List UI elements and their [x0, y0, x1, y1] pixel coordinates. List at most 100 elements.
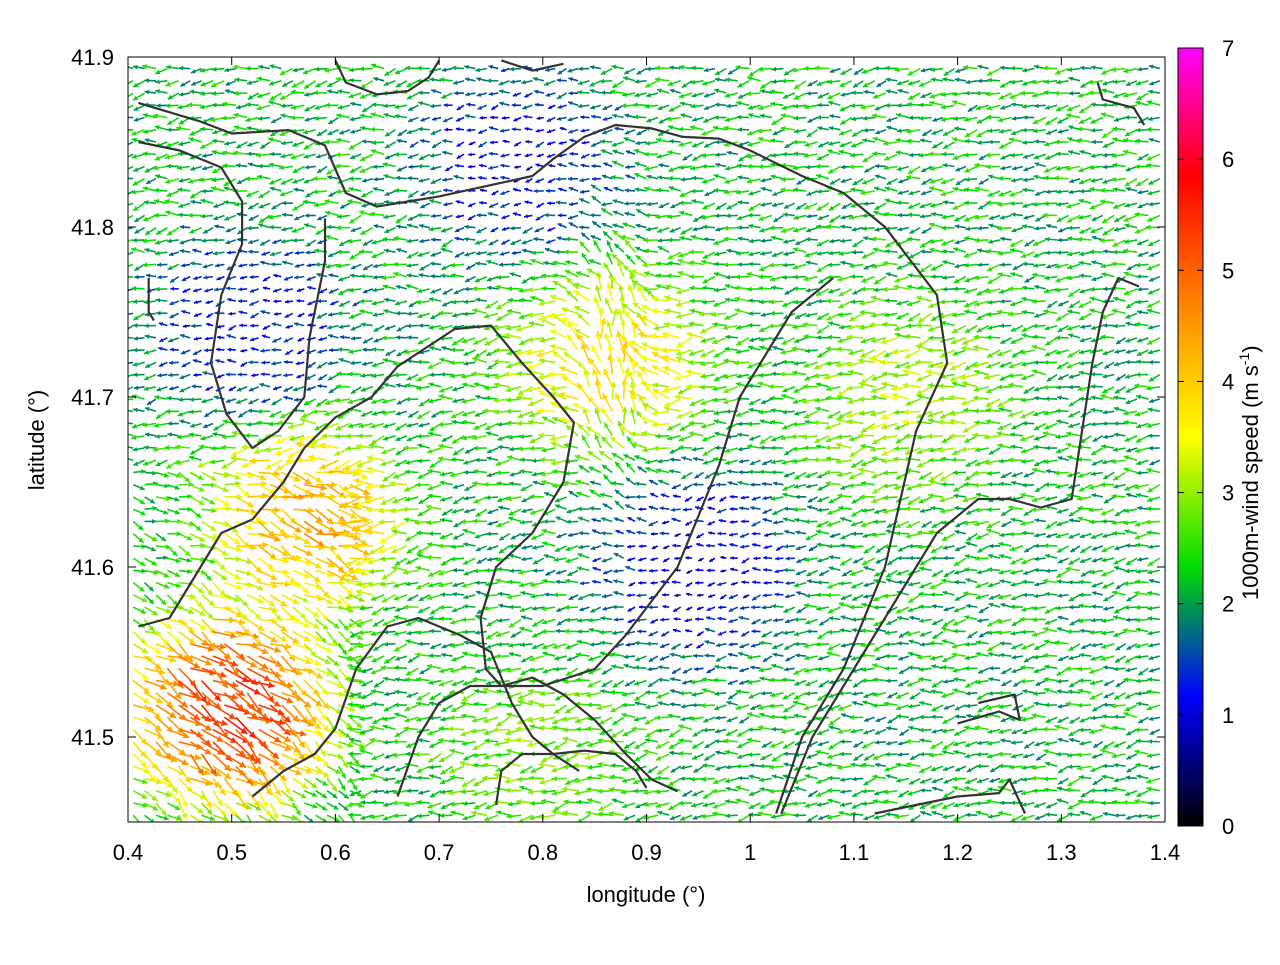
wind-vector-head	[362, 139, 366, 144]
wind-vector-head	[477, 213, 481, 217]
wind-vector-head	[313, 176, 318, 181]
wind-vector-head	[467, 128, 471, 132]
wind-vector-head	[372, 347, 377, 352]
wind-vector-head	[121, 217, 126, 222]
wind-vector-head	[121, 421, 125, 426]
wind-vector-head	[381, 262, 386, 267]
wind-vector-head	[403, 604, 408, 609]
wind-vector-head	[348, 372, 353, 377]
wind-vector-head	[473, 763, 478, 768]
wind-vector-head	[394, 152, 399, 157]
wind-vector	[122, 65, 134, 69]
wind-vector-head	[520, 642, 525, 647]
wind-vector-head	[336, 189, 341, 194]
wind-vector-head	[428, 653, 433, 658]
wind-vector-head	[407, 788, 411, 793]
wind-vector-head	[360, 764, 365, 769]
wind-vector-head	[274, 507, 280, 514]
wind-vector-head	[373, 164, 377, 169]
wind-vector-head	[512, 127, 516, 131]
wind-vector-head	[156, 298, 161, 303]
wind-vector-head	[576, 727, 581, 732]
wind-vector-head	[518, 446, 523, 451]
wind-vector-head	[558, 213, 562, 217]
wind-vector-head	[542, 286, 547, 291]
wind-vector-head	[565, 617, 570, 622]
wind-vector-head	[247, 422, 252, 427]
wind-vector-head	[556, 200, 560, 205]
wind-vector-head	[451, 544, 456, 549]
wind-vector-head	[121, 456, 126, 461]
wind-vector-head	[226, 372, 230, 376]
wind-vector-head	[440, 273, 445, 278]
wind-vector-head	[439, 394, 444, 399]
wind-vector-head	[270, 152, 274, 157]
wind-vector-head	[237, 237, 241, 241]
wind-vector-head	[165, 445, 170, 450]
wind-vector-head	[402, 506, 407, 512]
wind-vector-head	[496, 470, 501, 475]
wind-vector-head	[315, 262, 319, 267]
wind-vector-head	[428, 531, 433, 536]
wind-vector-head	[431, 214, 435, 218]
wind-vector-head	[284, 360, 288, 364]
wind-vector-head	[256, 153, 261, 158]
wind-vector-head	[461, 789, 466, 794]
wind-vector-head	[393, 813, 398, 818]
wind-vector-head	[426, 555, 431, 560]
wind-vector-head	[438, 422, 443, 427]
wind-vector-head	[271, 262, 275, 267]
wind-vector-head	[475, 458, 479, 463]
wind-vector-head	[296, 441, 303, 447]
wind-vector-head	[357, 433, 362, 438]
wind-vector-head	[247, 152, 251, 157]
wind-vector-head	[535, 103, 539, 107]
wind-vector-head	[461, 617, 466, 622]
wind-vector-head	[562, 736, 568, 742]
wind-vector-head	[529, 775, 534, 780]
wind-vector-head	[568, 177, 572, 181]
wind-vector-head	[120, 275, 125, 280]
wind-vector-head	[122, 176, 126, 181]
wind-vector-head	[373, 275, 377, 280]
wind-vector-head	[532, 458, 537, 463]
wind-vector-head	[121, 408, 126, 413]
wind-vector-head	[314, 116, 319, 121]
wind-vector-head	[312, 409, 317, 414]
wind-vector-head	[178, 397, 183, 402]
wind-vector-head	[450, 739, 455, 744]
wind-vector-head	[178, 212, 183, 217]
wind-vector-head	[396, 311, 400, 316]
wind-vector-head	[221, 445, 226, 450]
wind-vector-head	[358, 630, 363, 635]
wind-vector-head	[439, 616, 444, 621]
wind-vector-head	[430, 274, 434, 279]
wind-vector-head	[576, 800, 581, 805]
wind-vector-head	[531, 250, 536, 255]
wind-vector	[350, 815, 358, 827]
wind-vector-head	[563, 764, 568, 769]
wind-vector-head	[489, 152, 493, 156]
wind-vector-head	[394, 665, 399, 670]
wind-vector-head	[440, 592, 445, 597]
wind-vector-head	[212, 103, 217, 108]
wind-vector-head	[383, 103, 388, 108]
wind-vector	[121, 81, 133, 87]
wind-vector-head	[121, 444, 126, 449]
wind-vector-head	[269, 225, 274, 230]
wind-vector-head	[405, 397, 410, 402]
wind-vector-head	[463, 311, 468, 316]
wind-vector-head	[296, 299, 300, 303]
wind-vector-head	[119, 239, 124, 244]
wind-vector-head	[493, 727, 498, 733]
wind-vector-head	[122, 253, 127, 257]
wind-vector-head	[565, 237, 570, 242]
wind-vector-head	[544, 213, 548, 218]
wind-vector-head	[520, 457, 525, 462]
wind-vector-head	[464, 237, 469, 242]
wind-vector-head	[246, 66, 251, 71]
wind-vector-head	[498, 445, 503, 450]
wind-vector	[121, 215, 133, 221]
wind-vector-head	[282, 213, 286, 218]
